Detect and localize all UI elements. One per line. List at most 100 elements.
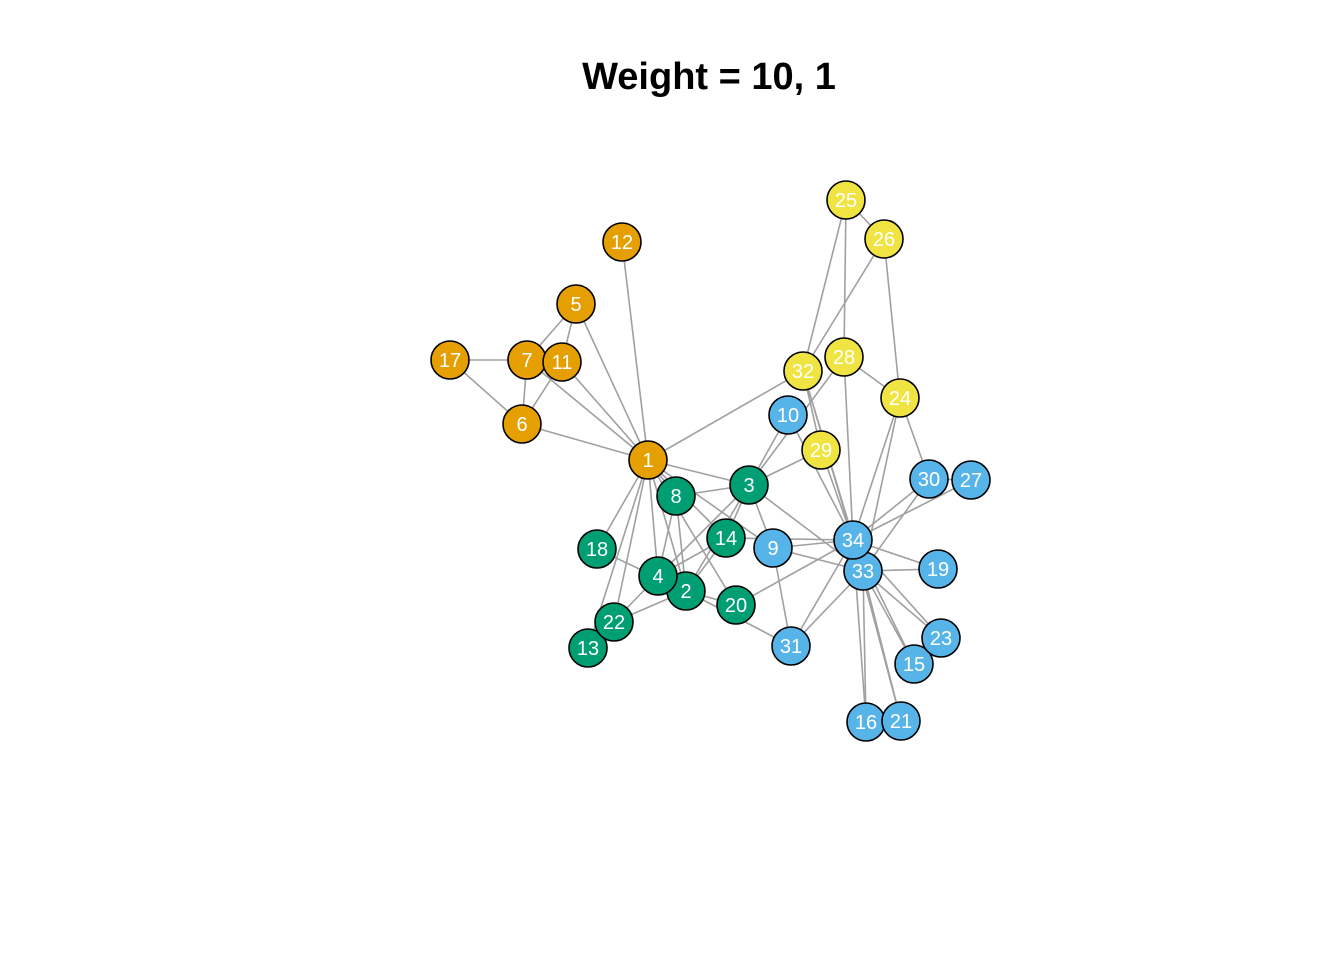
node-label: 15 xyxy=(903,654,925,676)
node-circle xyxy=(706,518,746,558)
edge-1-6 xyxy=(521,423,649,461)
edge-1-22 xyxy=(613,459,649,623)
edge-24-26 xyxy=(883,238,901,399)
node-label: 3 xyxy=(743,475,754,497)
node-circle xyxy=(716,585,756,625)
node-circle xyxy=(909,459,949,499)
node-label: 29 xyxy=(810,440,832,462)
node-8: 8 xyxy=(656,476,696,516)
node-label: 22 xyxy=(603,612,625,634)
plot-title: Weight = 10, 1 xyxy=(582,56,836,98)
node-6: 6 xyxy=(502,404,542,444)
node-circle xyxy=(502,404,542,444)
node-label: 26 xyxy=(873,229,895,251)
node-label: 31 xyxy=(780,636,802,658)
edges-layer xyxy=(449,199,972,723)
edge-1-32 xyxy=(647,370,804,461)
node-circle xyxy=(881,701,921,741)
node-label: 12 xyxy=(611,232,633,254)
node-label: 30 xyxy=(918,469,940,491)
node-label: 5 xyxy=(570,294,581,316)
node-circle xyxy=(628,440,668,480)
node-19: 19 xyxy=(918,549,958,589)
edge-1-2 xyxy=(647,459,687,592)
node-circle xyxy=(556,284,596,324)
node-circle xyxy=(602,222,642,262)
node-17: 17 xyxy=(430,340,470,380)
node-label: 4 xyxy=(652,566,663,588)
node-label: 8 xyxy=(670,486,681,508)
node-label: 16 xyxy=(855,712,877,734)
node-label: 33 xyxy=(852,561,874,583)
node-label: 19 xyxy=(927,559,949,581)
node-label: 28 xyxy=(833,347,855,369)
node-28: 28 xyxy=(824,337,864,377)
node-22: 22 xyxy=(594,602,634,642)
node-circle xyxy=(577,529,617,569)
edge-25-28 xyxy=(843,199,847,358)
node-26: 26 xyxy=(864,219,904,259)
edge-24-34 xyxy=(852,397,901,541)
node-24: 24 xyxy=(880,378,920,418)
node-31: 31 xyxy=(771,626,811,666)
node-label: 2 xyxy=(680,581,691,603)
nodes-layer: 1234567891011121314151617181920212223242… xyxy=(430,180,991,742)
node-3: 3 xyxy=(729,465,769,505)
node-label: 25 xyxy=(835,190,857,212)
node-circle xyxy=(918,549,958,589)
node-circle xyxy=(864,219,904,259)
node-33: 33 xyxy=(843,551,883,591)
node-circle xyxy=(768,395,808,435)
node-label: 34 xyxy=(842,530,864,552)
node-circle xyxy=(594,602,634,642)
node-circle xyxy=(729,465,769,505)
node-label: 23 xyxy=(930,628,952,650)
node-1: 1 xyxy=(628,440,668,480)
node-27: 27 xyxy=(951,460,991,500)
node-label: 7 xyxy=(521,350,532,372)
node-circle xyxy=(430,340,470,380)
edge-25-32 xyxy=(802,199,847,372)
node-label: 6 xyxy=(516,414,527,436)
node-label: 14 xyxy=(715,528,737,550)
node-label: 32 xyxy=(792,361,814,383)
node-10: 10 xyxy=(768,395,808,435)
edge-1-11 xyxy=(561,361,649,461)
node-label: 27 xyxy=(960,470,982,492)
node-18: 18 xyxy=(577,529,617,569)
edge-10-34 xyxy=(787,414,854,541)
node-29: 29 xyxy=(801,430,841,470)
node-30: 30 xyxy=(909,459,949,499)
node-14: 14 xyxy=(706,518,746,558)
node-7: 7 xyxy=(507,340,547,380)
edge-1-7 xyxy=(526,359,649,461)
node-5: 5 xyxy=(556,284,596,324)
node-4: 4 xyxy=(638,556,678,596)
node-label: 20 xyxy=(725,595,747,617)
node-21: 21 xyxy=(881,701,921,741)
edge-31-34 xyxy=(790,539,854,647)
node-16: 16 xyxy=(846,702,886,742)
node-circle xyxy=(894,644,934,684)
node-9: 9 xyxy=(753,528,793,568)
node-label: 17 xyxy=(439,350,461,372)
edge-20-34 xyxy=(735,539,854,606)
node-20: 20 xyxy=(716,585,756,625)
edge-1-5 xyxy=(575,303,649,461)
node-label: 18 xyxy=(586,539,608,561)
node-circle xyxy=(801,430,841,470)
node-15: 15 xyxy=(894,644,934,684)
node-label: 9 xyxy=(767,538,778,560)
node-label: 21 xyxy=(890,711,912,733)
node-circle xyxy=(880,378,920,418)
node-circle xyxy=(568,628,608,668)
node-11: 11 xyxy=(542,342,582,382)
node-label: 24 xyxy=(889,388,911,410)
edge-3-4 xyxy=(657,484,750,577)
node-label: 10 xyxy=(777,405,799,427)
node-32: 32 xyxy=(783,351,823,391)
node-circle xyxy=(833,520,873,560)
node-34: 34 xyxy=(833,520,873,560)
node-circle xyxy=(826,180,866,220)
